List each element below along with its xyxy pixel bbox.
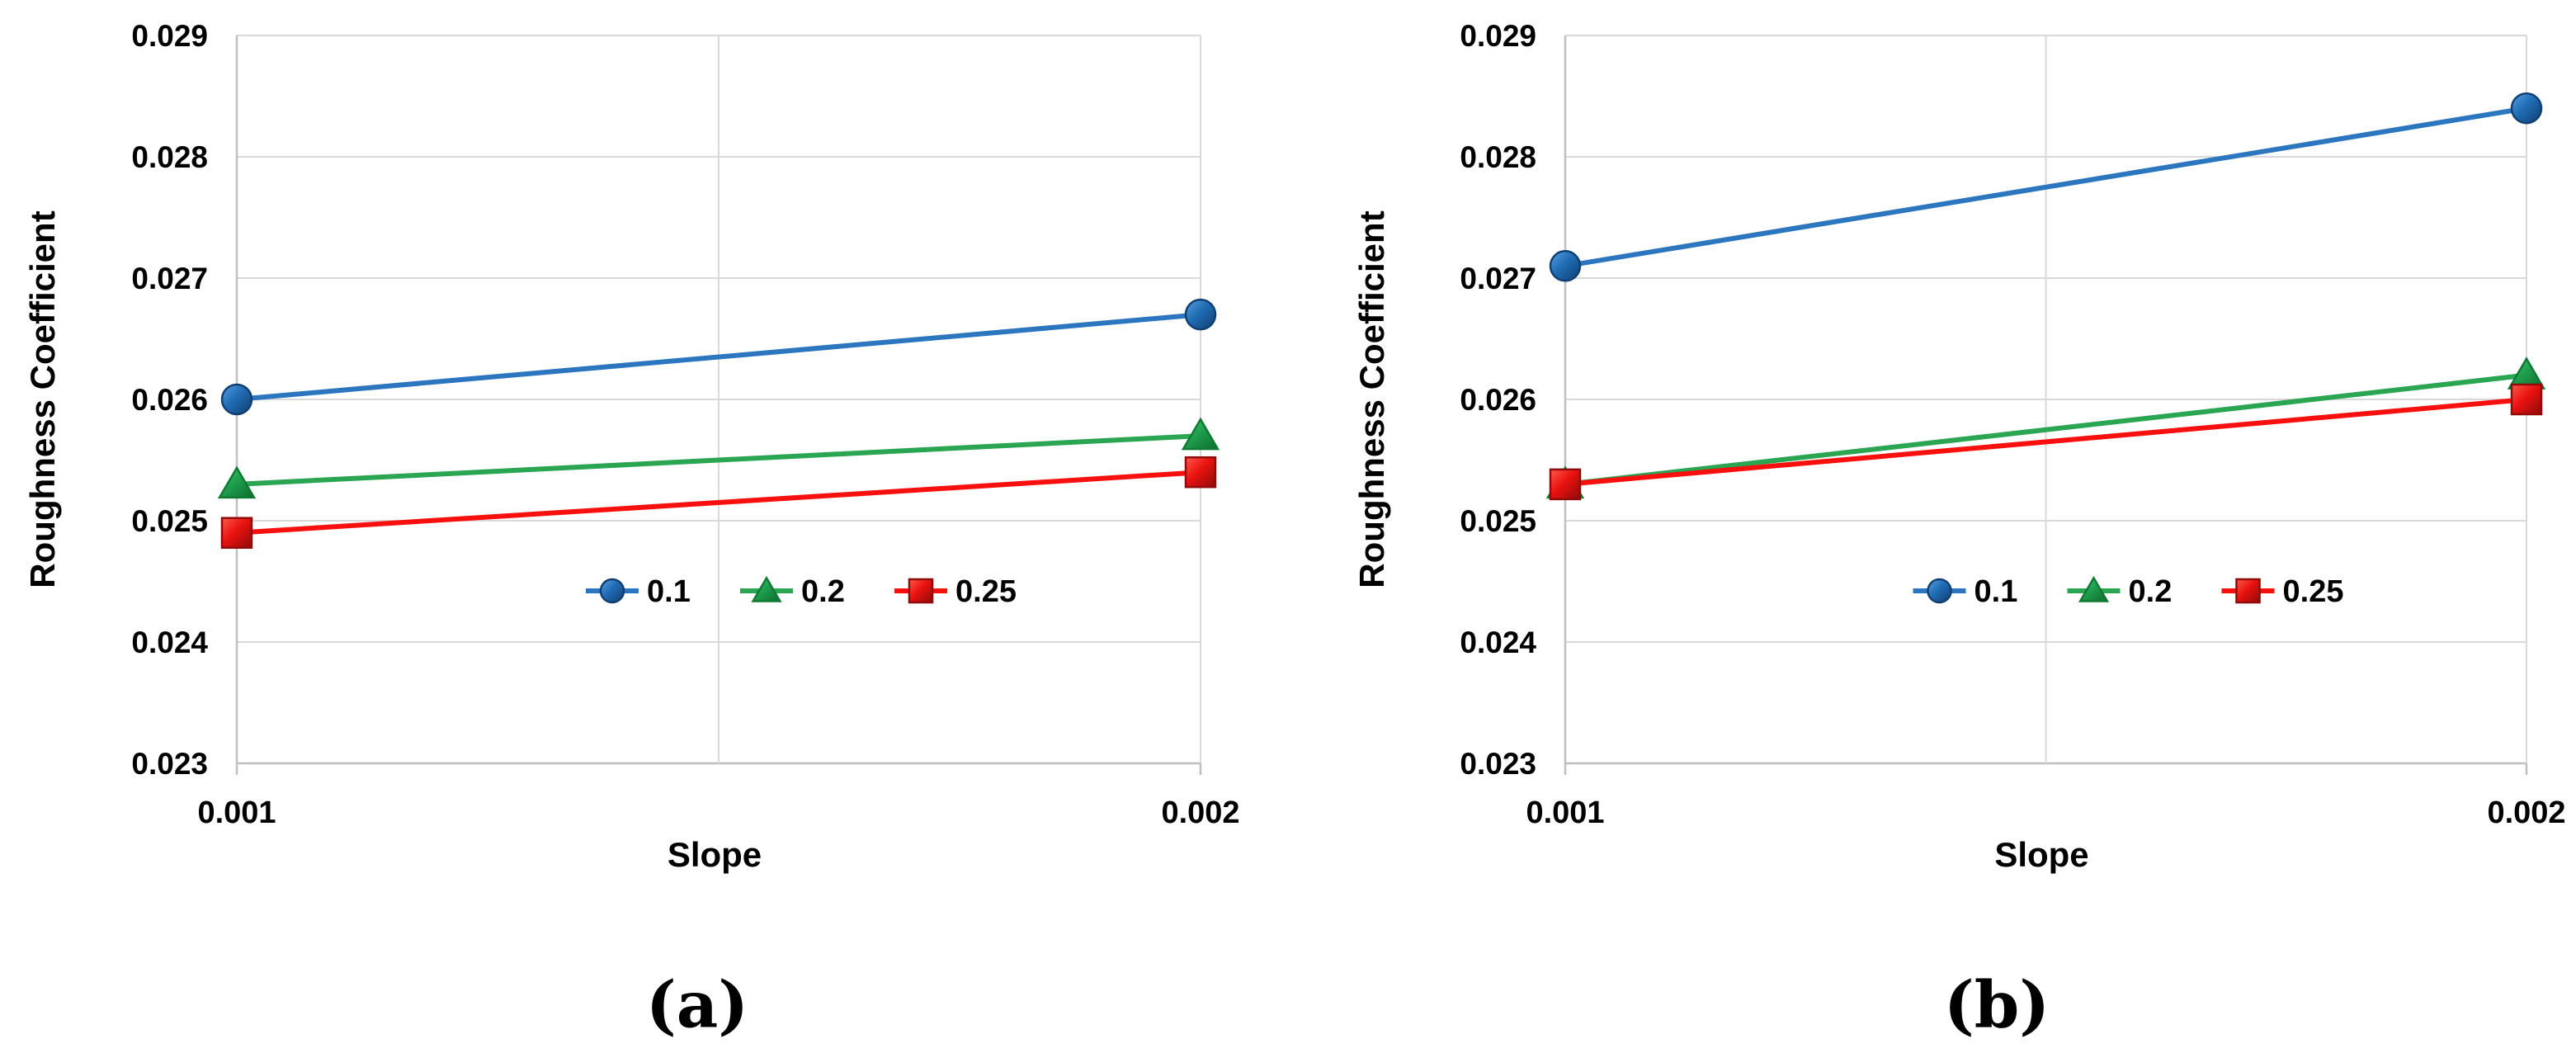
legend-item-label: 0.1: [1974, 574, 2018, 609]
data-point-marker: [220, 517, 253, 549]
y-tick-label: 0.028: [131, 140, 208, 174]
y-tick-label: 0.026: [1460, 383, 1536, 417]
legend-item-marker: [2235, 578, 2261, 604]
panel-label-b: (b): [1943, 967, 2050, 1043]
x-tick-label: 0.001: [197, 796, 276, 830]
legend-item-label: 0.2: [801, 574, 845, 609]
data-point-marker: [1549, 468, 1582, 501]
series-line-0.2: [236, 433, 1201, 487]
series-line-0.1: [1564, 106, 2527, 269]
legend-item-marker: [751, 575, 782, 602]
legend-item-marker: [1927, 578, 1952, 604]
data-point-marker: [2510, 383, 2543, 416]
series-line-0.25: [236, 470, 1201, 536]
y-tick-label: 0.028: [1460, 140, 1536, 174]
y-tick-label: 0.025: [131, 504, 208, 538]
series-line-0.25: [1564, 397, 2527, 487]
legend-item-label: 0.25: [955, 574, 1017, 609]
legend-item-marker: [908, 578, 934, 604]
legend-item-label: 0.1: [647, 574, 691, 609]
legend-item-label: 0.25: [2283, 574, 2344, 609]
data-point-marker: [220, 383, 253, 416]
y-tick-label: 0.026: [131, 383, 208, 417]
x-tick-label: 0.001: [1526, 796, 1604, 830]
y-tick-label: 0.029: [1460, 19, 1536, 53]
y-tick-label: 0.023: [1460, 747, 1536, 781]
data-point-marker: [1181, 417, 1220, 451]
y-tick-label: 0.024: [131, 626, 208, 659]
x-axis-title: Slope: [668, 835, 762, 874]
legend-item-marker: [599, 578, 625, 604]
y-axis-title: Roughness Coefficient: [23, 210, 62, 588]
data-point-marker: [1184, 456, 1217, 489]
series-line-0.2: [1564, 372, 2527, 487]
y-tick-label: 0.024: [1460, 626, 1536, 659]
panel-label-a: (a): [645, 967, 749, 1043]
y-axis-title: Roughness Coefficient: [1352, 210, 1391, 588]
x-axis-title: Slope: [1994, 835, 2088, 874]
series-line-0.1: [236, 312, 1201, 402]
x-tick-label: 0.002: [2487, 796, 2565, 830]
x-tick-label: 0.002: [1161, 796, 1239, 830]
y-tick-label: 0.027: [1460, 262, 1536, 295]
y-tick-label: 0.029: [131, 19, 208, 53]
data-point-marker: [1184, 298, 1217, 331]
legend-item-label: 0.2: [2129, 574, 2173, 609]
y-tick-label: 0.025: [1460, 504, 1536, 538]
y-tick-label: 0.023: [131, 747, 208, 781]
y-tick-label: 0.027: [131, 262, 208, 295]
data-point-marker: [1549, 250, 1582, 282]
data-point-marker: [2510, 92, 2543, 125]
legend-item-marker: [2078, 575, 2110, 602]
data-point-marker: [217, 465, 257, 499]
